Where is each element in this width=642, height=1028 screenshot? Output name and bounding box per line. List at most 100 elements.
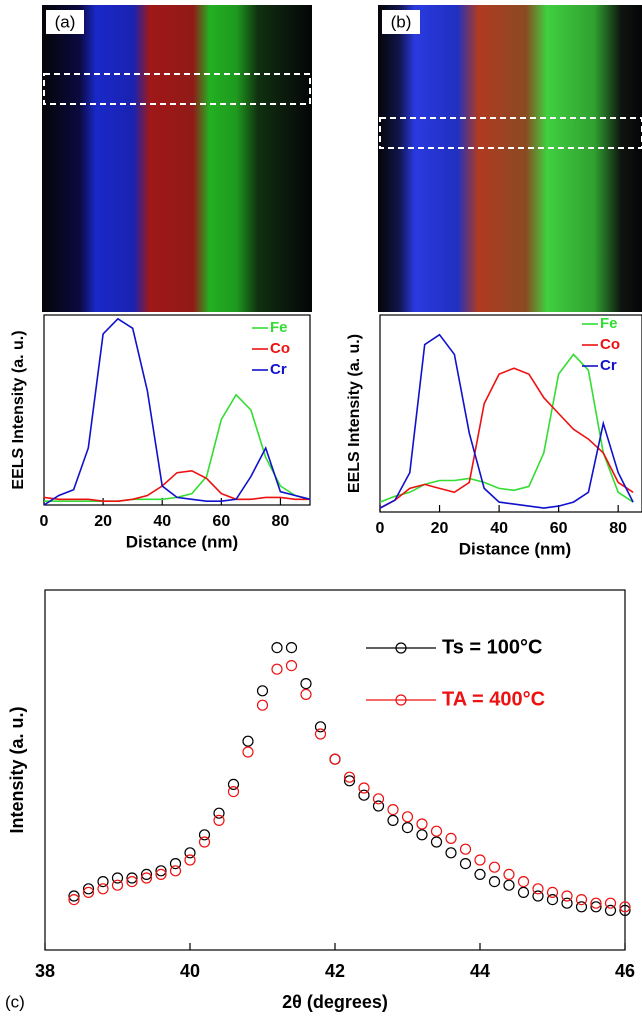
data-point [271,641,283,654]
data-point [503,879,515,891]
data-point [561,897,573,909]
x-axis-label: 2θ (degrees) [282,992,388,1012]
data-point [155,865,167,877]
legend-label: Cr [270,361,287,378]
data-point [82,883,95,895]
data-point [488,861,501,873]
eels-map-b [378,5,642,312]
data-point [213,814,225,827]
data-point [343,775,356,787]
legend-marker [395,694,407,706]
x-axis-label: Distance (nm) [126,532,238,551]
line-scan-region [43,73,311,105]
panel-label: (a) [55,12,76,31]
panel-label: (b) [391,12,412,31]
data-point [184,847,196,859]
data-point [242,735,254,747]
x-tick-label: 0 [376,520,385,537]
data-point [459,843,472,855]
data-point [387,803,399,816]
data-point [575,901,588,913]
series-line [44,393,311,502]
data-point [445,847,457,859]
data-point [575,893,588,906]
data-point [459,857,472,870]
data-point [300,688,312,701]
x-axis-label: Distance (nm) [459,539,571,558]
data-point [227,785,240,798]
legend-label: Ts = 100°C [442,636,542,658]
series-line [43,469,310,502]
data-point [517,886,530,899]
panel-label-box [382,10,420,34]
series-line [43,317,311,506]
x-tick-label: 60 [550,520,568,537]
plot-frame [43,314,311,506]
data-point [590,897,602,909]
data-point [372,793,385,805]
x-tick-label: 20 [94,513,112,530]
data-point [68,893,80,906]
x-tick-label: 40 [153,513,171,530]
data-point [169,857,182,870]
data-point [300,677,312,690]
legend-label: Co [600,336,620,353]
data-point [474,854,486,866]
data-point [227,778,240,791]
data-point [126,872,138,884]
data-point [198,829,211,841]
data-point [285,659,298,672]
data-point [343,771,356,783]
data-point [445,832,457,845]
data-point [474,868,486,881]
data-point [387,814,399,827]
data-point [532,883,544,895]
data-point [619,904,631,917]
x-tick-label: 40 [180,961,200,981]
data-point [604,904,617,917]
x-tick-label: 80 [272,513,290,530]
x-tick-label: 38 [35,961,55,981]
legend-label: Cr [600,357,617,374]
data-point [619,901,631,913]
data-point [285,641,298,654]
data-point [329,753,341,765]
data-point [155,868,167,881]
series-line [379,367,634,509]
data-point [561,890,573,902]
series-line [379,333,634,509]
charts: (a) 0 20 40 60 80 Distance (nm) EELS Intensity … [5,10,642,1012]
data-point [430,836,443,848]
data-point [82,886,95,899]
data-point [126,875,138,888]
data-point [111,872,124,884]
data-point [430,825,443,837]
x-tick-label: 0 [40,513,49,530]
panel-label-box [46,10,84,34]
data-point [140,868,153,881]
legend-label: TA = 400°C [442,688,545,710]
data-point [184,854,196,866]
eels-map-a [42,5,312,312]
data-point [314,728,327,740]
data-point [256,699,269,711]
x-tick-label: 20 [431,520,449,537]
data-point [256,685,269,697]
legend-label: Fe [270,319,288,336]
y-axis-label: Intensity (a. u.) [7,706,27,833]
data-point [358,782,370,794]
x-tick-label: 40 [490,520,508,537]
y-axis-label: EELS Intensity (a. u.) [346,334,363,493]
data-point [271,663,283,675]
data-point [68,890,80,902]
data-point [604,897,617,909]
data-point [169,865,182,877]
data-point [358,789,370,801]
x-tick-label: 42 [325,961,345,981]
data-point [546,893,559,906]
data-point [372,800,385,812]
legend-label: Fe [600,315,618,332]
panel-label: (c) [5,992,25,1011]
data-point [314,721,327,733]
data-point [97,883,109,895]
